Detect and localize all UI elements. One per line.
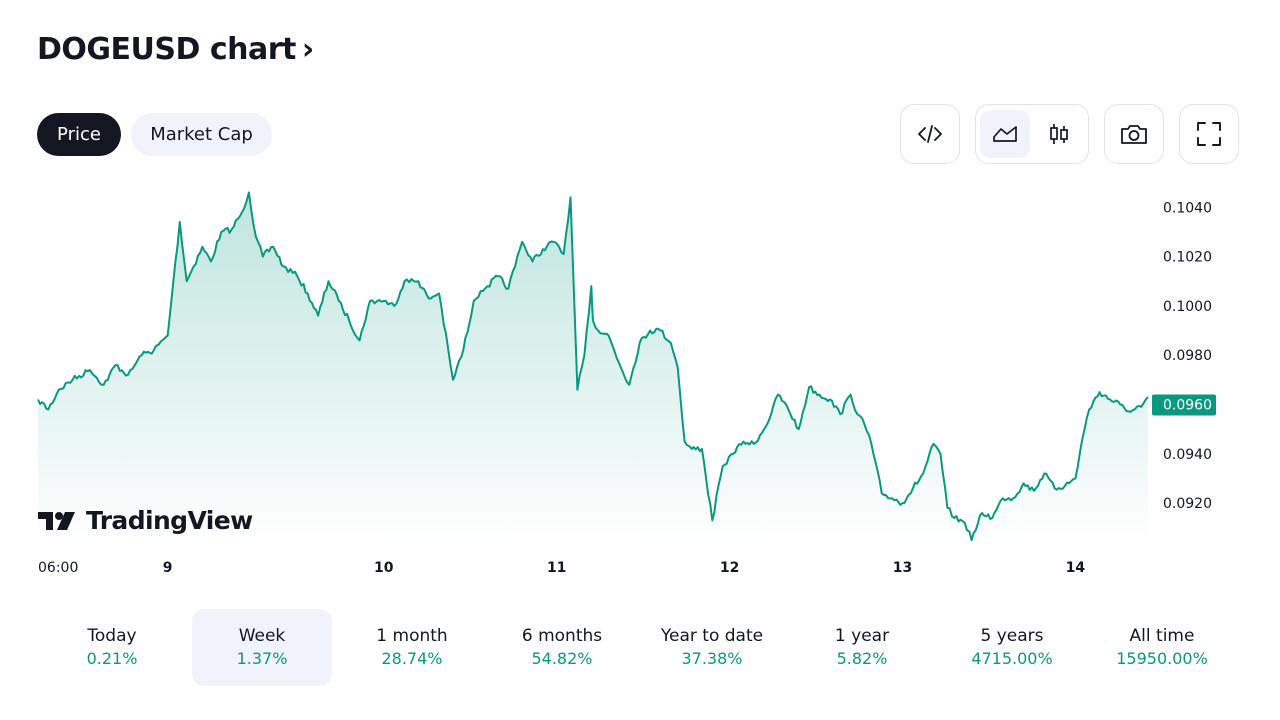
period-1-month[interactable]: 1 month 28.74% xyxy=(342,609,482,686)
x-tick-label: 10 xyxy=(374,560,394,576)
period-change: 0.21% xyxy=(86,649,138,668)
period-change: 5.82% xyxy=(836,649,888,668)
chevron-right-icon: › xyxy=(301,32,314,67)
period-label: Year to date xyxy=(660,626,764,646)
candles-style-button[interactable] xyxy=(1034,110,1084,158)
y-tick-label: 0.0920 xyxy=(1163,496,1212,512)
last-price-badge: 0.0960 xyxy=(1152,394,1216,416)
period-label: 1 year xyxy=(834,626,890,646)
camera-icon xyxy=(1121,125,1147,144)
period-label: Today xyxy=(87,626,137,646)
tab-market-cap[interactable]: Market Cap xyxy=(131,113,272,156)
y-axis: 0.1040 0.1020 0.1000 0.0980 0.0960 0.0940 0.09… xyxy=(1163,200,1212,512)
y-tick-label: 0.1000 xyxy=(1163,299,1212,315)
fullscreen-icon xyxy=(1197,122,1221,146)
period-label: Week xyxy=(238,626,286,646)
tab-price[interactable]: Price xyxy=(37,113,121,156)
period-all-time[interactable]: All time 15950.00% xyxy=(1092,609,1232,686)
page-title[interactable]: DOGEUSD chart › xyxy=(37,32,314,67)
y-tick-label: 0.0980 xyxy=(1163,348,1212,364)
period-change: 28.74% xyxy=(381,649,443,668)
period-label: 1 month xyxy=(376,626,448,646)
tradingview-logo[interactable]: TradingView xyxy=(38,506,253,535)
tradingview-logo-icon xyxy=(38,511,75,530)
snapshot-button[interactable] xyxy=(1104,104,1164,164)
fullscreen-button[interactable] xyxy=(1179,104,1239,164)
x-tick-label: 11 xyxy=(547,560,566,576)
x-axis: 06:00 9 10 11 12 13 14 xyxy=(38,560,1085,576)
x-tick-label: 13 xyxy=(893,560,912,576)
period-label: 5 years xyxy=(980,626,1044,646)
page-title-text: DOGEUSD chart xyxy=(37,32,296,67)
period-5-years[interactable]: 5 years 4715.00% xyxy=(942,609,1082,686)
x-tick-label: 06:00 xyxy=(38,560,78,576)
tradingview-logo-text: TradingView xyxy=(86,506,253,535)
x-tick-label: 9 xyxy=(163,560,173,576)
period-change: 4715.00% xyxy=(971,649,1053,668)
period-6-months[interactable]: 6 months 54.82% xyxy=(492,609,632,686)
price-chart[interactable]: 0.1040 0.1020 0.1000 0.0980 0.0960 0.0940 0.09… xyxy=(0,170,1280,590)
period-change: 15950.00% xyxy=(1116,649,1208,668)
period-change: 54.82% xyxy=(531,649,593,668)
period-today[interactable]: Today 0.21% xyxy=(42,609,182,686)
chart-style-group xyxy=(975,104,1089,164)
area-style-button[interactable] xyxy=(980,110,1030,158)
y-tick-label: 0.1040 xyxy=(1163,200,1212,216)
code-icon xyxy=(918,125,942,143)
period-1-year[interactable]: 1 year 5.82% xyxy=(792,609,932,686)
area-chart-icon xyxy=(993,126,1017,142)
y-tick-label: 0.0940 xyxy=(1163,447,1212,463)
last-price-label: 0.0960 xyxy=(1163,397,1212,413)
x-tick-label: 14 xyxy=(1066,560,1086,576)
candlestick-icon xyxy=(1050,124,1068,144)
period-selector: Today 0.21% Week 1.37% 1 month 28.74% 6 months… xyxy=(37,609,1243,687)
price-area-fill xyxy=(38,192,1148,545)
x-tick-label: 12 xyxy=(720,560,739,576)
period-label: All time xyxy=(1129,626,1195,646)
period-change: 1.37% xyxy=(236,649,288,668)
embed-button[interactable] xyxy=(900,104,960,164)
period-year-to-date[interactable]: Year to date 37.38% xyxy=(642,609,782,686)
period-label: 6 months xyxy=(521,626,603,646)
y-tick-label: 0.1020 xyxy=(1163,250,1212,266)
period-week[interactable]: Week 1.37% xyxy=(192,609,332,686)
period-change: 37.38% xyxy=(681,649,743,668)
price-line xyxy=(37,191,1149,542)
